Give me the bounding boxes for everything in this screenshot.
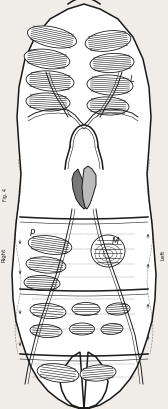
- Ellipse shape: [80, 365, 116, 381]
- Ellipse shape: [91, 236, 125, 267]
- Text: Left: Left: [160, 249, 165, 259]
- Ellipse shape: [26, 72, 74, 92]
- Text: M: M: [112, 236, 119, 245]
- Ellipse shape: [24, 276, 60, 291]
- Ellipse shape: [37, 364, 79, 382]
- Ellipse shape: [30, 303, 66, 319]
- Ellipse shape: [70, 323, 94, 335]
- Polygon shape: [72, 170, 88, 209]
- Ellipse shape: [26, 257, 66, 274]
- Ellipse shape: [87, 76, 133, 96]
- Ellipse shape: [106, 303, 130, 315]
- Ellipse shape: [28, 236, 72, 255]
- Polygon shape: [82, 166, 96, 209]
- Text: L: L: [130, 75, 135, 84]
- Ellipse shape: [30, 325, 62, 338]
- Ellipse shape: [87, 98, 129, 116]
- Ellipse shape: [27, 27, 77, 49]
- Text: P: P: [30, 229, 35, 237]
- Ellipse shape: [101, 324, 123, 335]
- Polygon shape: [12, 5, 156, 409]
- Text: Fig. 4: Fig. 4: [3, 188, 8, 201]
- Text: Right: Right: [2, 247, 7, 261]
- Ellipse shape: [24, 50, 70, 70]
- Ellipse shape: [72, 303, 100, 316]
- Ellipse shape: [90, 54, 134, 74]
- Ellipse shape: [85, 31, 131, 52]
- Ellipse shape: [26, 94, 70, 112]
